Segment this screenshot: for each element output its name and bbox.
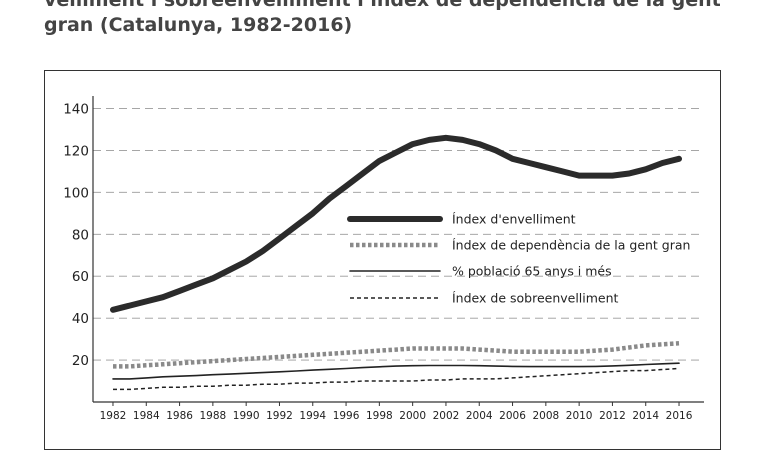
x-tick-label: 2010 [566, 410, 593, 422]
gridlines [93, 108, 704, 361]
chart-title-line-2: gran (Catalunya, 1982-2016) [44, 14, 353, 36]
x-tick-label: 1992 [266, 410, 293, 422]
x-tick-label: 2004 [466, 410, 493, 422]
series-lines [110, 134, 682, 391]
y-tick-label: 60 [72, 269, 89, 285]
x-tick-label: 1998 [366, 410, 393, 422]
series-line-3 [112, 362, 680, 380]
legend-label-3: % població 65 anys i més [452, 264, 612, 279]
x-tick-label: 1986 [166, 410, 193, 422]
legend-label-1: Índex d'envelliment [452, 212, 576, 227]
x-tick-label: 1996 [333, 410, 360, 422]
x-tick-labels: 1982 1984 1986 1988 1990 1992 1994 1996 1998 2000… [100, 410, 693, 422]
legend-label-4: Índex de sobreenvelliment [452, 291, 619, 306]
x-tick-label: 2012 [599, 410, 626, 422]
legend: Índex d'envelliment Índex de dependència … [347, 212, 690, 306]
chart-title: velliment i sobreenvelliment i índex de … [44, 0, 744, 38]
series-line-2 [113, 341, 680, 369]
y-tick-labels: 20 40 60 80 100 120 140 [63, 101, 89, 369]
legend-label-2: Índex de dependència de la gent gran [452, 238, 690, 253]
x-tick-label: 2006 [499, 410, 526, 422]
x-tick-label: 1990 [233, 410, 260, 422]
x-tick-label: 1988 [200, 410, 227, 422]
y-tick-label: 100 [63, 185, 89, 201]
axes [92, 96, 704, 406]
x-tick-label: 2016 [666, 410, 693, 422]
x-tick-label: 2002 [433, 410, 460, 422]
x-tick-label: 1982 [100, 410, 127, 422]
x-tick-label: 1994 [299, 410, 326, 422]
y-tick-label: 140 [63, 101, 89, 117]
chart-frame [44, 70, 721, 450]
x-tick-label: 2008 [532, 410, 559, 422]
y-tick-label: 40 [72, 311, 89, 327]
x-tick-label: 2000 [399, 410, 426, 422]
series-line-1 [110, 134, 682, 313]
y-tick-label: 20 [72, 353, 89, 369]
series-line-4 [113, 367, 680, 391]
y-tick-label: 80 [72, 227, 89, 243]
x-tick-label: 1984 [133, 410, 160, 422]
x-tick-label: 2014 [632, 410, 659, 422]
chart-title-line-1: velliment i sobreenvelliment i índex de … [44, 0, 721, 11]
y-tick-label: 120 [63, 143, 89, 159]
